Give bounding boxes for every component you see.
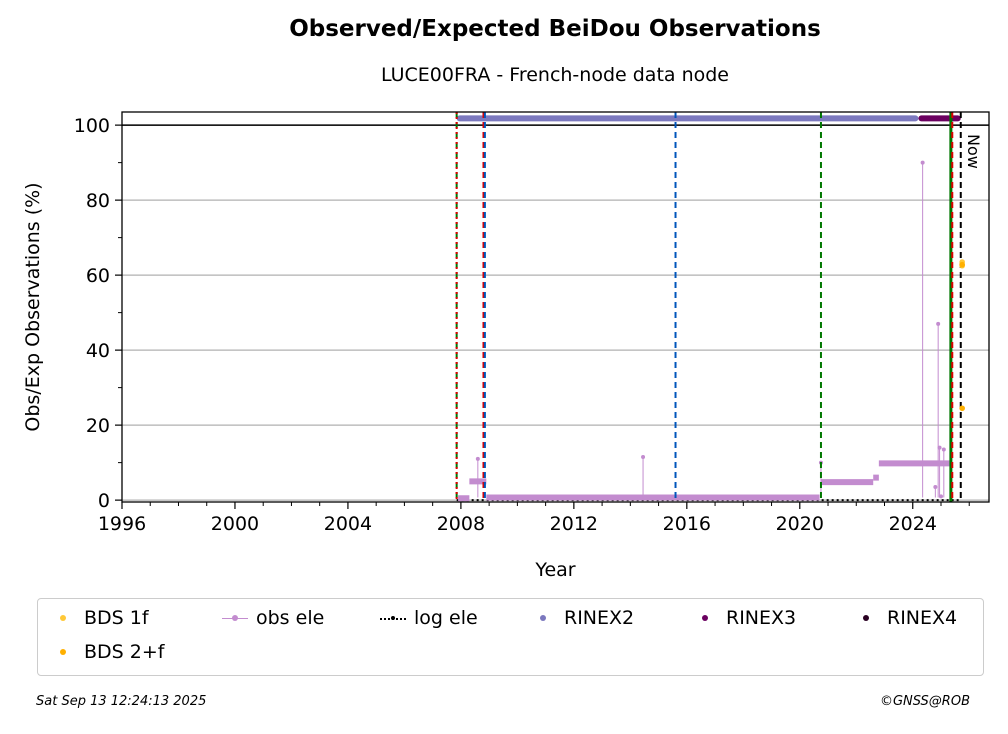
x-tick-label-2000: 2000 (211, 513, 259, 535)
series-obs-ele-band-5 (878, 460, 950, 467)
legend-marker-log-ele (380, 608, 406, 628)
y-axis-label: Obs/Exp Observations (%) (22, 182, 44, 431)
series-obs-ele-band-0 (458, 495, 470, 502)
legend-marker-bds-1f (50, 608, 76, 628)
series-obs-ele-point-3 (920, 160, 925, 165)
legend-item-obs-ele: obs ele (222, 607, 324, 629)
series-obs-ele-point-8 (938, 494, 943, 499)
legend-label-rinex2: RINEX2 (564, 607, 635, 629)
legend-marker-obs-ele (222, 608, 248, 628)
chart-canvas: 1996 2000 2004 2008 2012 2016 2020 2024 0 20 40 60 8… (22, 111, 990, 581)
legend-label-log-ele: log ele (414, 607, 478, 629)
series-obs-ele-point-0 (475, 456, 480, 461)
series-obs-ele-point-6 (941, 447, 946, 452)
now-label: Now (964, 134, 983, 169)
y-tick-label-0: 0 (98, 490, 110, 512)
footer-credit: ©GNSS@ROB (879, 694, 970, 709)
legend-marker-bds-2f (50, 642, 76, 662)
legend-item-bds-1f: BDS 1f (50, 607, 149, 629)
series-rinex3-band-0 (918, 115, 961, 122)
y-tick-label-100: 100 (74, 115, 110, 137)
chart-title: Observed/Expected BeiDou Observations (289, 16, 821, 42)
series-rinex2-band-0 (456, 115, 919, 122)
legend-item-rinex2: RINEX2 (530, 607, 634, 629)
legend-marker-rinex4 (853, 608, 879, 628)
series-obs-ele-band-4 (873, 474, 879, 481)
series-bds-2-f-point-0 (959, 261, 965, 268)
series-obs-ele-point-1 (641, 455, 646, 459)
series-obs-ele-point-4 (936, 321, 941, 326)
legend-label-bds-1f: BDS 1f (84, 607, 149, 629)
x-tick-label-2020: 2020 (776, 513, 824, 535)
series-obs-ele-band-3 (820, 479, 874, 486)
plot-frame (121, 111, 990, 503)
series-obs-ele-point-7 (933, 485, 938, 489)
x-tick-label-2012: 2012 (550, 513, 598, 535)
x-tick-label-2016: 2016 (663, 513, 711, 535)
legend-label-obs-ele: obs ele (256, 607, 325, 629)
legend-item-rinex3: RINEX3 (692, 607, 796, 629)
x-tick-label-2004: 2004 (324, 513, 372, 535)
x-tick-label-2024: 2024 (889, 513, 937, 535)
legend-label-rinex3: RINEX3 (726, 607, 797, 629)
x-tick-label-2008: 2008 (437, 513, 485, 535)
series-obs-ele-band-2 (486, 494, 820, 501)
legend-item-log-ele: log ele (380, 607, 478, 629)
y-tick-label-60: 60 (86, 265, 110, 287)
y-tick-label-40: 40 (86, 340, 110, 362)
y-tick-label-80: 80 (86, 190, 110, 212)
chart-subtitle: LUCE00FRA - French-node data node (380, 64, 729, 86)
x-axis-label: Year (534, 559, 575, 581)
legend-label-rinex4: RINEX4 (887, 607, 958, 629)
series-bds-2-f-point-1 (959, 405, 965, 412)
legend-label-bds-2f: BDS 2+f (84, 641, 165, 663)
legend-item-bds-2f: BDS 2+f (50, 641, 164, 663)
legend-item-rinex4: RINEX4 (853, 607, 957, 629)
legend-marker-rinex2 (530, 608, 556, 628)
footer-timestamp: Sat Sep 13 12:24:13 2025 (36, 694, 207, 709)
x-tick-label-1996: 1996 (98, 513, 146, 535)
series-obs-ele-point-5 (937, 445, 942, 450)
y-tick-label-20: 20 (86, 415, 110, 437)
legend: BDS 1f obs ele log ele RINEX2 RINEX3 RIN… (37, 598, 984, 676)
legend-marker-rinex3 (692, 608, 718, 628)
